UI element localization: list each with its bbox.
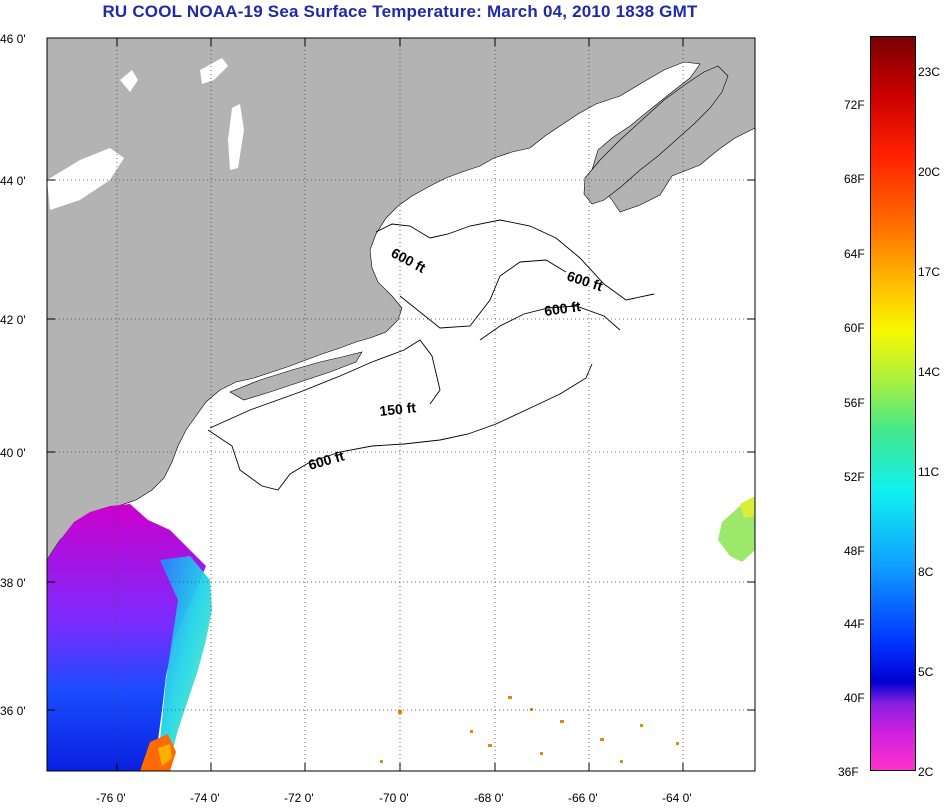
contour-600ft-gom [375, 219, 655, 301]
lake [47, 148, 124, 210]
lon-label: -74 0' [190, 791, 220, 805]
land-nova-scotia [583, 65, 729, 205]
lat-label: 42 0' [0, 313, 26, 327]
colorbar-c-label: 2C [918, 765, 934, 779]
lat-label: 36 0' [0, 704, 26, 718]
sst-swath-offshore [158, 556, 212, 760]
colorbar-f-label: 64F [844, 247, 865, 261]
colorbar-f-label: 60F [844, 321, 865, 335]
lon-label: -76 0' [96, 791, 126, 805]
colorbar-c-label: 20C [918, 165, 941, 179]
colorbar-f-label: 44F [844, 617, 865, 631]
colorbar-c-label: 23C [918, 65, 941, 79]
sst-warm-patch [158, 744, 172, 766]
contour-600ft-shelf [207, 363, 593, 491]
colorbar-f-label: 52F [844, 470, 865, 484]
colorbar-f-label: 48F [844, 544, 865, 558]
lat-label: 44 0' [0, 174, 26, 188]
lake [200, 58, 228, 84]
lon-label: -66 0' [568, 791, 598, 805]
lon-label: -64 0' [662, 791, 692, 805]
land-long-island [229, 351, 363, 401]
depth-contours [207, 219, 655, 491]
colorbar-c-label: 5C [918, 665, 934, 679]
lon-label: -72 0' [284, 791, 314, 805]
colorbar-f-label: 56F [844, 396, 865, 410]
sst-east-patch [740, 496, 755, 518]
sst-map: 46 0' 44 0' 42 0' 40 0' 38 0' 36 0' -76 … [0, 32, 756, 805]
depth-label: 600 ft [543, 298, 582, 319]
colorbar-c-label: 17C [918, 265, 941, 279]
lon-label: -70 0' [379, 791, 409, 805]
lat-label: 38 0' [0, 576, 26, 590]
colorbar-f-label: 40F [844, 691, 865, 705]
lon-label: -68 0' [474, 791, 504, 805]
lat-label: 46 0' [0, 32, 26, 46]
lake [228, 104, 244, 170]
map-title: RU COOL NOAA-19 Sea Surface Temperature:… [102, 2, 698, 21]
sst-warm-specks [380, 696, 679, 763]
colorbar-c-label: 14C [918, 365, 941, 379]
temperature-colorbar [870, 36, 916, 771]
contour-gom-inner [399, 259, 567, 329]
lat-label: 40 0' [0, 446, 26, 460]
colorbar-c-label: 8C [918, 565, 934, 579]
depth-label: 150 ft [379, 399, 417, 419]
lake [120, 70, 138, 92]
colorbar-f-label: 72F [844, 98, 865, 112]
colorbar-f-label: 68F [844, 172, 865, 186]
colorbar-c-label: 11C [918, 465, 940, 479]
map-frame [46, 37, 756, 772]
contour-600ft-georges [479, 305, 621, 341]
colorbar-f-label: 36F [838, 765, 859, 779]
tick-marks [47, 37, 755, 771]
contour-150ft [209, 339, 441, 429]
